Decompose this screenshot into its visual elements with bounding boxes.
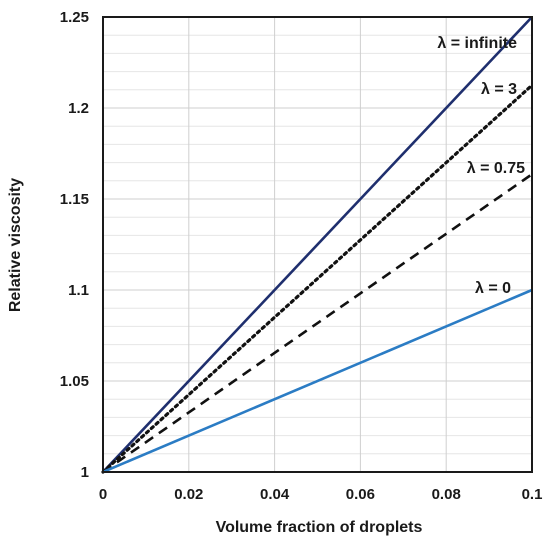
series-label-lambda-3: λ = 3: [481, 81, 517, 98]
x-tick-label: 0.06: [346, 486, 375, 503]
y-tick-label: 1.15: [60, 191, 89, 208]
y-axis-title: Relative viscosity: [7, 178, 24, 312]
x-tick-label: 0.04: [260, 486, 290, 503]
plot-frame: [102, 16, 533, 473]
y-tick-label: 1.1: [68, 282, 89, 299]
x-tick-label: 0.08: [432, 486, 461, 503]
tick-labels: 0 0.02 0.04 0.06 0.08 0.1 1 1.05 1.1 1.15 1.2 1.25: [60, 9, 543, 503]
grid: [103, 17, 532, 472]
y-tick-label: 1.25: [60, 9, 89, 26]
series-line-lambda-0-75: [102, 173, 533, 474]
series-line-lambda-infinite: [102, 16, 533, 473]
series-labels: λ = infinite λ = 3 λ = 0.75 λ = 0: [437, 35, 525, 297]
x-axis-title: Volume fraction of droplets: [216, 519, 423, 536]
y-tick-label: 1: [81, 464, 89, 481]
series-line-lambda-0: [102, 288, 533, 474]
series-label-lambda-infinite: λ = infinite: [437, 35, 517, 52]
x-tick-label: 0: [99, 486, 107, 503]
y-tick-label: 1.2: [68, 100, 89, 117]
series-label-lambda-0: λ = 0: [475, 280, 511, 297]
x-tick-label: 0.1: [522, 486, 543, 503]
x-tick-label: 0.02: [174, 486, 203, 503]
series-label-lambda-0-75: λ = 0.75: [467, 160, 525, 177]
y-tick-label: 1.05: [60, 373, 89, 390]
series-line-lambda-3: [101, 83, 534, 474]
series-lines: [101, 16, 534, 474]
